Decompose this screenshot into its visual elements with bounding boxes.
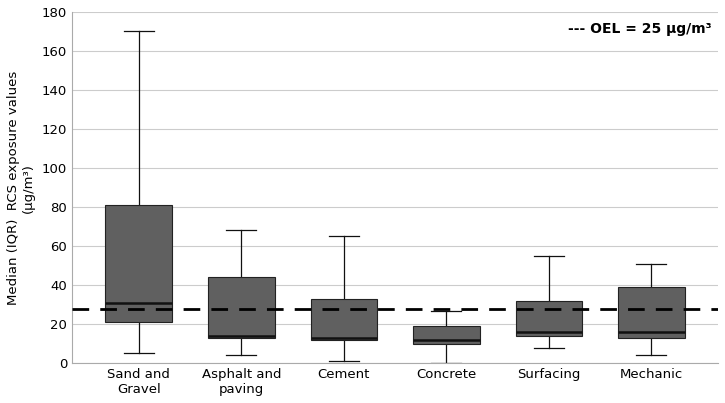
- Y-axis label: Median (IQR)  RCS exposure values
(μg/m³): Median (IQR) RCS exposure values (μg/m³): [7, 71, 35, 305]
- FancyBboxPatch shape: [310, 299, 377, 340]
- FancyBboxPatch shape: [208, 277, 275, 338]
- FancyBboxPatch shape: [105, 205, 172, 322]
- FancyBboxPatch shape: [618, 287, 684, 338]
- Text: --- OEL = 25 μg/m³: --- OEL = 25 μg/m³: [568, 23, 712, 37]
- FancyBboxPatch shape: [515, 301, 582, 336]
- FancyBboxPatch shape: [413, 326, 480, 344]
